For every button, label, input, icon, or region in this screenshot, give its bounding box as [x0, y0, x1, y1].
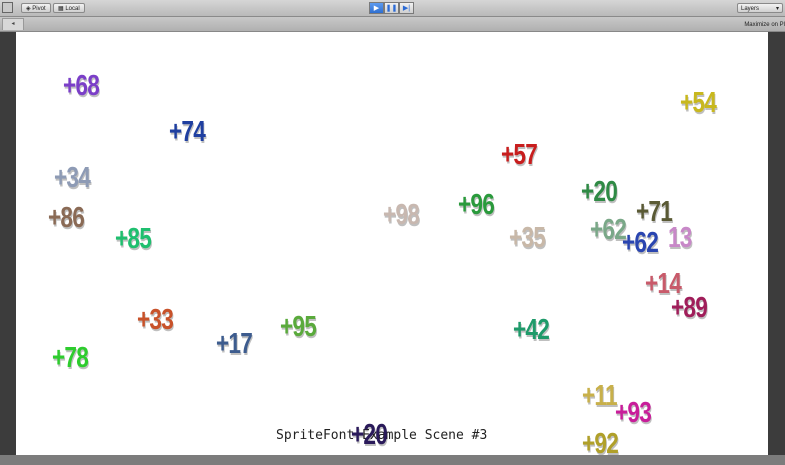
game-view-tab[interactable]: ◂: [2, 18, 24, 30]
floating-number: +86: [48, 202, 85, 234]
floating-number: +20: [351, 419, 388, 451]
floating-number: +98: [383, 199, 420, 231]
game-view-tabstrip: ◂ Maximize on Pl: [0, 17, 785, 32]
game-viewport: +68 +74 +34 +86 +85 +33 +17 +95 +78 +98 …: [16, 32, 768, 455]
floating-number: +34: [54, 162, 91, 194]
floating-number: +62: [590, 214, 627, 246]
floating-number: +42: [513, 314, 550, 346]
floating-number: +95: [280, 311, 317, 343]
pause-button[interactable]: ❚❚: [384, 2, 399, 14]
scene-caption: SpriteFont Example Scene #3: [276, 428, 488, 443]
pivot-label: Pivot: [32, 6, 46, 12]
floating-number: +93: [615, 397, 652, 429]
maximize-on-play-toggle[interactable]: Maximize on Pl: [744, 22, 785, 28]
floating-number: +62: [622, 227, 659, 259]
play-button[interactable]: ▶: [369, 2, 384, 14]
step-button[interactable]: ▶|: [399, 2, 414, 14]
bottom-status-bar: [0, 455, 785, 465]
main-toolbar: ◈ Pivot ▦ Local ▶ ❚❚ ▶| Layers ▾: [0, 0, 785, 17]
local-label: Local: [65, 6, 80, 12]
pivot-icon: ◈: [26, 6, 31, 12]
local-icon: ▦: [58, 6, 64, 12]
floating-number: +85: [115, 223, 152, 255]
floating-number: +68: [63, 70, 100, 102]
floating-number: +78: [52, 342, 89, 374]
floating-number: +74: [169, 116, 206, 148]
floating-number: 13: [668, 222, 692, 254]
pivot-toggle-button[interactable]: ◈ Pivot: [21, 3, 51, 13]
floating-number: +89: [671, 292, 708, 324]
pause-icon: ❚❚: [385, 5, 398, 12]
floating-number: +54: [680, 87, 717, 119]
local-toggle-button[interactable]: ▦ Local: [53, 3, 85, 13]
floating-number: +11: [582, 380, 618, 412]
floating-number: +57: [501, 139, 538, 171]
chevron-down-icon: ▾: [775, 6, 779, 12]
floating-number: +14: [645, 268, 682, 300]
floating-number: +17: [216, 328, 253, 360]
game-view-icon: ◂: [11, 21, 15, 27]
floating-number: +71: [636, 196, 673, 228]
floating-number: +20: [581, 176, 618, 208]
play-icon: ▶: [373, 5, 380, 12]
playback-controls: ▶ ❚❚ ▶|: [369, 2, 414, 14]
floating-number: +92: [582, 428, 619, 456]
layers-label: Layers: [741, 6, 760, 12]
floating-number: +35: [509, 222, 546, 254]
step-icon: ▶|: [402, 5, 411, 12]
floating-number: +96: [458, 189, 495, 221]
floating-number: +33: [137, 304, 174, 336]
layers-dropdown[interactable]: Layers ▾: [737, 3, 783, 13]
rect-tool-icon[interactable]: [2, 2, 13, 13]
